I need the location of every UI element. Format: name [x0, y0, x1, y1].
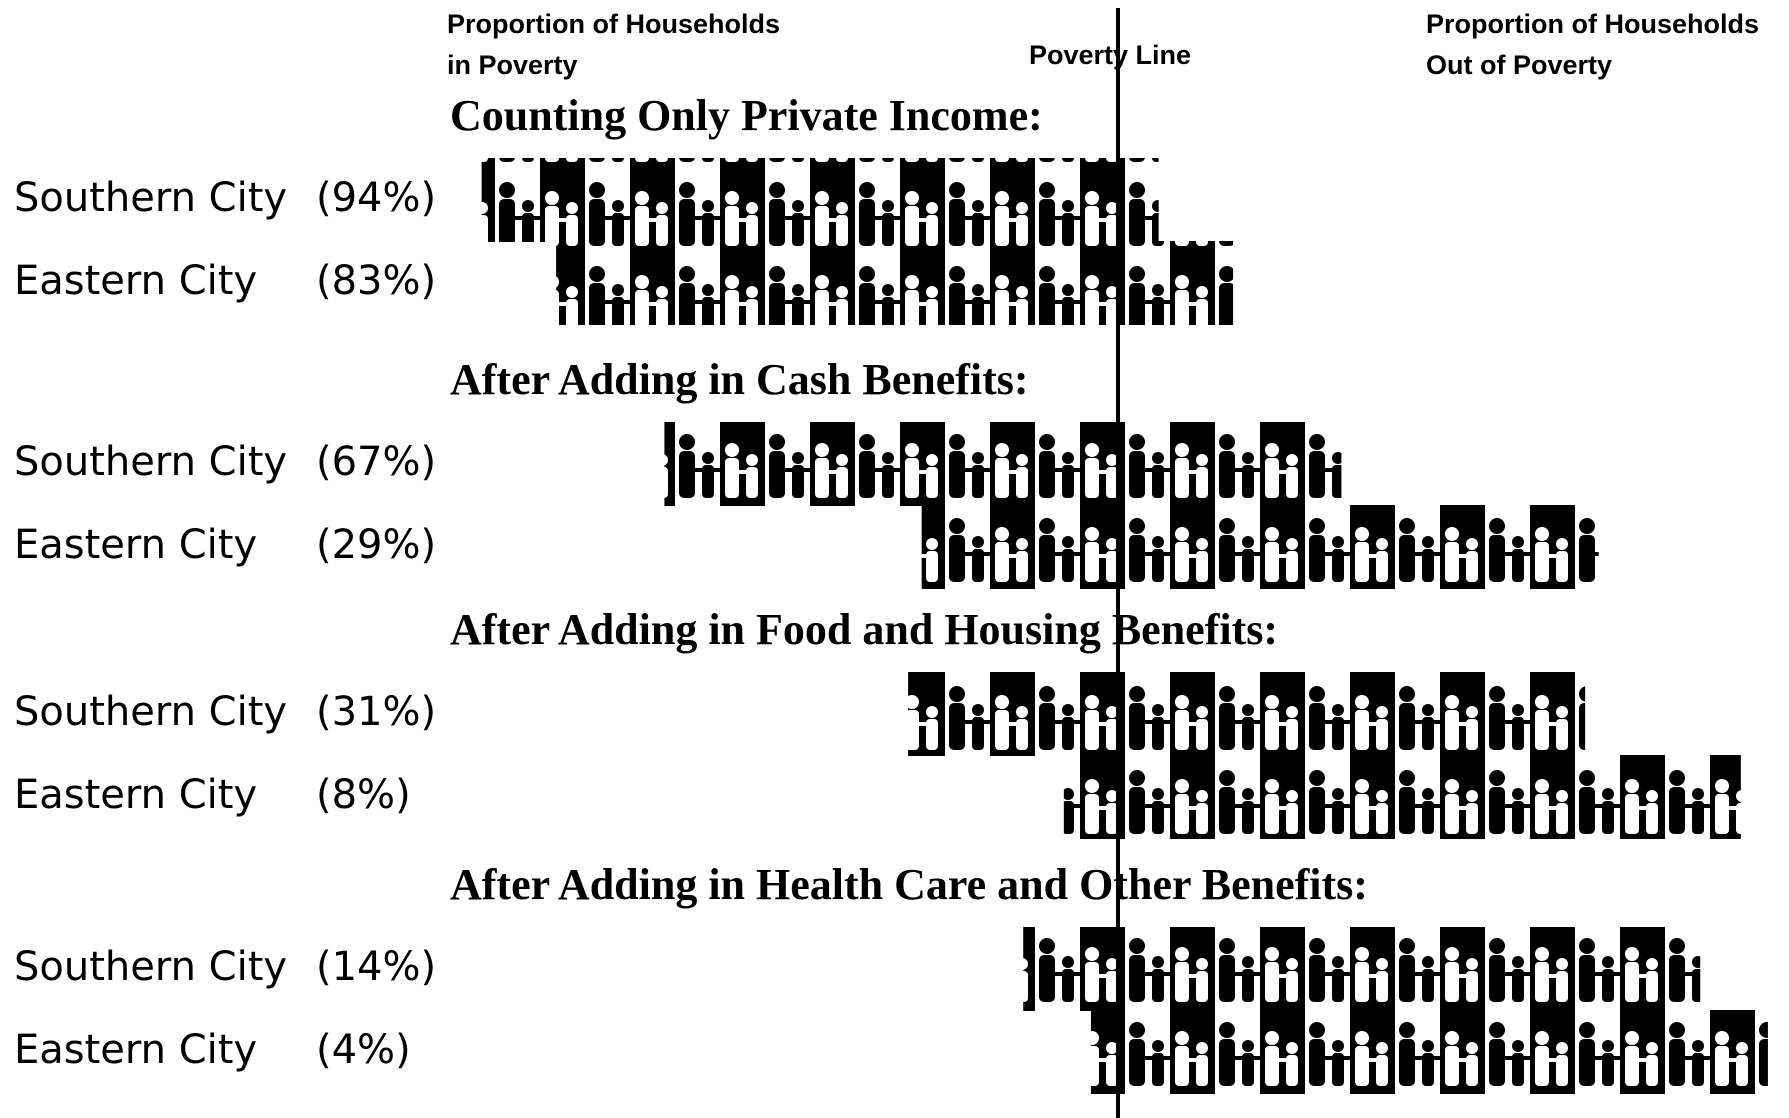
group-title: Counting Only Private Income:: [450, 91, 1043, 140]
bar: [1063, 755, 1741, 839]
bar: [1090, 1010, 1768, 1094]
right-label: Out of Poverty: [1426, 50, 1612, 80]
value-label: (8%): [316, 772, 411, 818]
right-label: Proportion of Households: [1426, 9, 1759, 39]
category-label: Southern City: [14, 689, 287, 735]
left-label: Proportion of Households: [447, 9, 780, 39]
bar: [556, 241, 1234, 325]
value-label: (29%): [316, 522, 436, 568]
value-label: (94%): [316, 175, 436, 221]
category-label: Eastern City: [14, 522, 257, 568]
bar: [481, 158, 1159, 242]
value-label: (67%): [316, 439, 436, 485]
bar: [1023, 927, 1701, 1011]
value-label: (83%): [316, 258, 436, 304]
bar: [664, 422, 1342, 506]
group-title: After Adding in Cash Benefits:: [450, 355, 1029, 404]
category-label: Eastern City: [14, 1027, 257, 1073]
bars: [481, 158, 1768, 1094]
category-label: Eastern City: [14, 772, 257, 818]
category-label: Southern City: [14, 944, 287, 990]
left-label: in Poverty: [447, 50, 578, 80]
category-label: Eastern City: [14, 258, 257, 304]
value-label: (4%): [316, 1027, 411, 1073]
category-label: Southern City: [14, 439, 287, 485]
group-title: After Adding in Food and Housing Benefit…: [450, 605, 1278, 654]
center-label: Poverty Line: [1029, 40, 1191, 70]
bar: [921, 505, 1599, 589]
value-label: (31%): [316, 689, 436, 735]
category-label: Southern City: [14, 175, 287, 221]
value-label: (14%): [316, 944, 436, 990]
group-title: After Adding in Health Care and Other Be…: [450, 860, 1368, 909]
bar: [908, 672, 1586, 756]
